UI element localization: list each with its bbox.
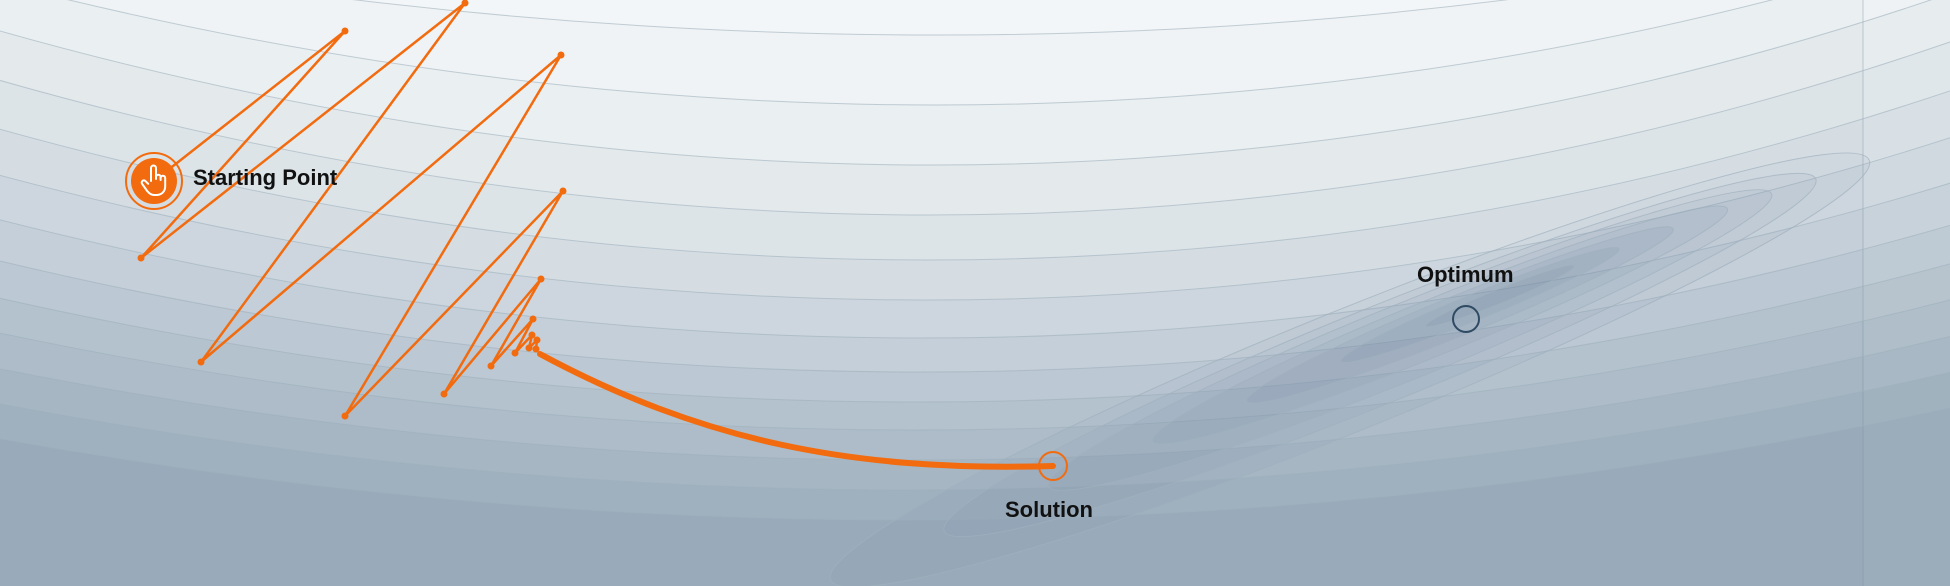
optimum-label: Optimum — [1417, 262, 1514, 287]
step-point — [440, 390, 448, 398]
starting-point-label: Starting Point — [193, 165, 338, 190]
solution-marker[interactable] — [1038, 451, 1068, 481]
step-point — [533, 336, 541, 344]
step-point — [341, 412, 349, 420]
starting-point-marker[interactable] — [125, 152, 183, 210]
step-point — [559, 187, 567, 195]
contour-ellipse — [829, 152, 1871, 586]
contour-ellipse — [1425, 264, 1575, 328]
step-point — [487, 362, 495, 370]
hand-pointer-icon — [140, 164, 167, 196]
optimization-path — [137, 0, 1056, 470]
contour-line — [352, 0, 1864, 586]
step-point — [341, 27, 349, 35]
step-point — [137, 254, 145, 262]
contour-ellipse — [1151, 205, 1729, 445]
step-point — [197, 358, 205, 366]
contour-ellipse — [1246, 226, 1674, 404]
contour-ellipse — [1340, 247, 1620, 363]
optimum-marker[interactable] — [1452, 305, 1480, 333]
step-point — [529, 315, 537, 323]
step-point — [537, 275, 545, 283]
step-point — [528, 331, 536, 339]
step-point — [532, 345, 540, 353]
convergence-curve — [537, 351, 1056, 470]
contour-ellipse — [1047, 189, 1773, 491]
step-point — [511, 349, 519, 357]
step-point — [461, 0, 469, 7]
step-point — [525, 344, 533, 352]
step-point — [557, 51, 565, 59]
solution-label: Solution — [1005, 497, 1093, 522]
